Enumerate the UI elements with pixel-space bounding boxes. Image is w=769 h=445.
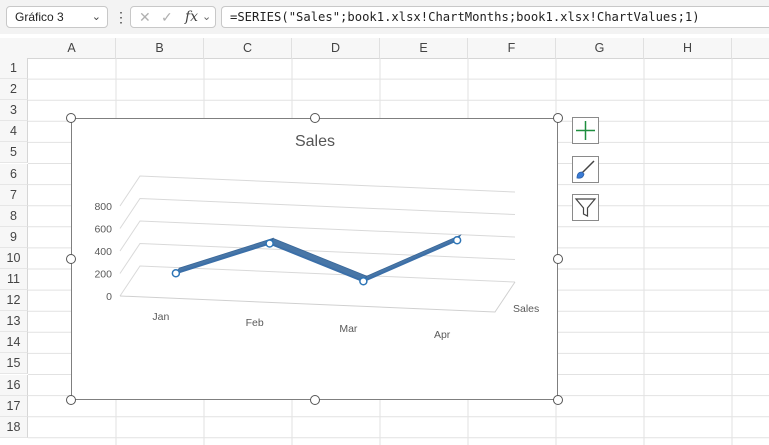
resize-handle-top[interactable] xyxy=(310,113,320,123)
y-tick-label: 400 xyxy=(94,246,112,258)
resize-handle-bottom-left[interactable] xyxy=(66,395,76,405)
data-point-marker xyxy=(265,239,274,248)
column-header-d[interactable]: D xyxy=(292,38,380,58)
enter-icon[interactable]: ✓ xyxy=(161,9,173,25)
plus-icon xyxy=(576,121,595,140)
column-header-g[interactable]: G xyxy=(556,38,644,58)
column-header-e[interactable]: E xyxy=(380,38,468,58)
gridline xyxy=(119,220,516,252)
data-point-marker xyxy=(359,277,368,286)
chart-canvas: Sales 0 200 400 600 800 Jan Feb Mar Apr Sales xyxy=(94,133,539,341)
resize-handle-top-right[interactable] xyxy=(553,113,563,123)
column-header-h[interactable]: H xyxy=(644,38,732,58)
gridline xyxy=(119,197,516,229)
row-header-3[interactable]: 3 xyxy=(0,100,28,122)
resize-handle-right[interactable] xyxy=(553,254,563,264)
gridline xyxy=(119,242,516,274)
name-box[interactable]: Gráfico 3 ⌄ xyxy=(6,6,108,28)
funnel-icon xyxy=(574,198,597,217)
name-box-value: Gráfico 3 xyxy=(15,10,64,24)
formula-bar: Gráfico 3 ⌄ ⋮ ✕ ✓ fx ⌄ =SERIES("Sales";b… xyxy=(0,0,769,34)
row-header-17[interactable]: 17 xyxy=(0,395,28,417)
row-header-5[interactable]: 5 xyxy=(0,142,28,164)
x-tick-label: Feb xyxy=(246,317,264,329)
y-tick-label: 600 xyxy=(94,224,112,236)
row-header-14[interactable]: 14 xyxy=(0,332,28,354)
chart-elements-button[interactable] xyxy=(572,117,599,144)
formula-buttons: ✕ ✓ fx ⌄ xyxy=(130,6,216,28)
row-header-18[interactable]: 18 xyxy=(0,416,28,438)
column-header-c[interactable]: C xyxy=(204,38,292,58)
y-tick-label: 0 xyxy=(106,291,112,303)
data-point-marker xyxy=(452,236,462,245)
row-header-4[interactable]: 4 xyxy=(0,121,28,143)
chevron-down-icon[interactable]: ⌄ xyxy=(91,11,101,23)
column-header-f[interactable]: F xyxy=(468,38,556,58)
column-header-a[interactable]: A xyxy=(28,38,116,58)
x-tick-label: Mar xyxy=(339,323,358,335)
y-tick-label: 200 xyxy=(94,269,112,281)
gridline xyxy=(119,175,516,207)
y-tick-label: 800 xyxy=(94,201,112,213)
series-line xyxy=(175,239,458,283)
data-point-marker xyxy=(171,269,181,278)
more-options-icon[interactable]: ⋮ xyxy=(114,9,128,25)
chart-filters-button[interactable] xyxy=(572,194,599,221)
series-ribbon-segment xyxy=(269,237,368,282)
row-header-1[interactable]: 1 xyxy=(0,58,28,80)
resize-handle-bottom-right[interactable] xyxy=(553,395,563,405)
row-header-9[interactable]: 9 xyxy=(0,226,28,248)
row-header-13[interactable]: 13 xyxy=(0,311,28,333)
chart-title[interactable]: Sales xyxy=(295,133,335,150)
row-header-6[interactable]: 6 xyxy=(0,163,28,185)
floor-edge xyxy=(119,281,516,313)
insert-function-icon[interactable]: fx xyxy=(185,9,199,25)
row-header-16[interactable]: 16 xyxy=(0,374,28,396)
x-tick-label: Jan xyxy=(152,311,169,323)
x-tick-label: Apr xyxy=(434,329,451,341)
depth-axis-label: Sales xyxy=(513,303,539,315)
chevron-down-icon[interactable]: ⌄ xyxy=(202,11,212,23)
row-header-7[interactable]: 7 xyxy=(0,184,28,206)
resize-handle-top-left[interactable] xyxy=(66,113,76,123)
chart-styles-button[interactable] xyxy=(572,156,599,183)
resize-handle-bottom[interactable] xyxy=(310,395,320,405)
column-header-b[interactable]: B xyxy=(116,38,204,58)
paintbrush-icon xyxy=(576,160,595,179)
row-header-10[interactable]: 10 xyxy=(0,247,28,269)
row-header-2[interactable]: 2 xyxy=(0,79,28,101)
chart-object[interactable]: Sales 0 200 400 600 800 Jan Feb Mar Apr Sales xyxy=(71,118,558,400)
resize-handle-left[interactable] xyxy=(66,254,76,264)
formula-input[interactable]: =SERIES("Sales";book1.xlsx!ChartMonths;b… xyxy=(221,6,769,28)
cancel-icon[interactable]: ✕ xyxy=(139,9,151,25)
row-header-11[interactable]: 11 xyxy=(0,269,28,291)
row-header-8[interactable]: 8 xyxy=(0,205,28,227)
gridline xyxy=(119,265,516,297)
row-header-15[interactable]: 15 xyxy=(0,353,28,375)
row-header-12[interactable]: 12 xyxy=(0,290,28,312)
